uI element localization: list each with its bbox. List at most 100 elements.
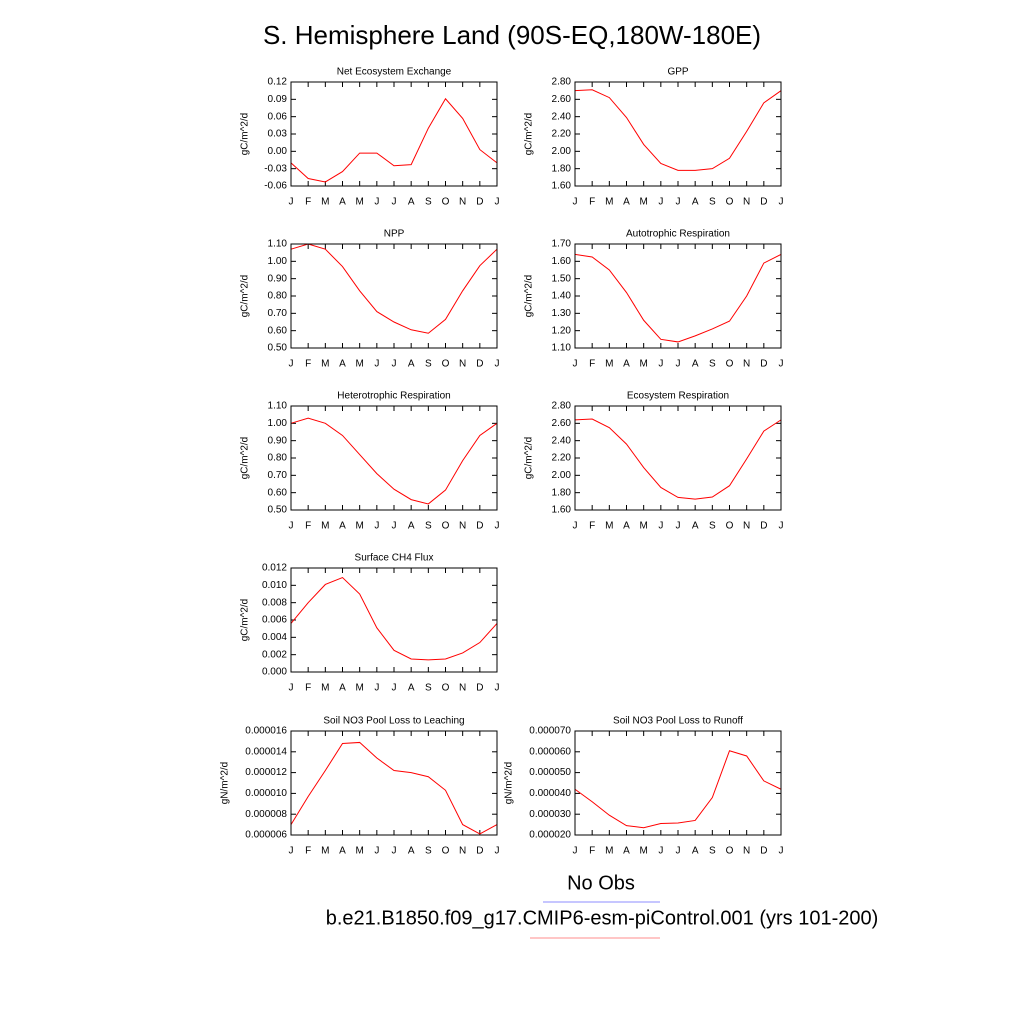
y-tick-label: -0.03 (264, 163, 287, 174)
y-tick-label: 0.000006 (245, 830, 287, 841)
y-axis-label: gN/m^2/d (504, 762, 515, 805)
data-line (290, 741, 498, 835)
y-tick-label: 0.000 (262, 667, 287, 678)
y-tick-label: 0.50 (268, 505, 288, 516)
y-tick-label: 0.000070 (529, 726, 571, 737)
y-tick-label: 0.50 (268, 343, 288, 354)
x-tick-label: J (374, 846, 379, 857)
x-tick-label: A (623, 846, 630, 857)
y-tick-label: 0.000008 (245, 809, 287, 820)
x-tick-label: M (639, 521, 647, 532)
y-tick-label: 1.60 (552, 256, 572, 267)
x-tick-label: D (476, 197, 483, 208)
x-tick-label: J (289, 683, 294, 694)
x-tick-label: J (658, 846, 663, 857)
y-tick-label: 0.000010 (245, 788, 287, 799)
x-tick-label: A (623, 521, 630, 532)
x-tick-label: J (495, 359, 500, 370)
x-tick-label: J (676, 846, 681, 857)
y-tick-label: 0.03 (268, 129, 288, 140)
plot-frame (290, 405, 498, 511)
x-tick-label: A (692, 846, 699, 857)
y-tick-label: 1.80 (552, 487, 572, 498)
x-tick-label: M (605, 521, 613, 532)
x-tick-label: O (442, 846, 450, 857)
x-tick-label: A (408, 197, 415, 208)
x-tick-label: D (476, 683, 483, 694)
x-tick-label: D (760, 521, 767, 532)
x-tick-label: F (589, 359, 595, 370)
x-tick-label: M (605, 846, 613, 857)
x-tick-label: A (408, 359, 415, 370)
y-tick-label: 0.010 (262, 580, 287, 591)
x-tick-label: J (289, 521, 294, 532)
y-tick-label: 1.70 (552, 239, 572, 250)
x-tick-label: O (442, 197, 450, 208)
y-tick-label: 2.00 (552, 146, 572, 157)
y-tick-label: 1.00 (268, 256, 288, 267)
y-axis-label: gC/m^2/d (524, 437, 535, 480)
x-tick-label: M (321, 521, 329, 532)
x-tick-label: J (658, 359, 663, 370)
plot-frame (290, 81, 498, 187)
x-tick-label: F (305, 521, 311, 532)
y-tick-label: 0.000030 (529, 809, 571, 820)
y-tick-label: 0.09 (268, 94, 288, 105)
x-tick-label: M (639, 197, 647, 208)
x-tick-label: S (709, 359, 716, 370)
x-tick-label: M (605, 359, 613, 370)
plot-frame (290, 567, 498, 673)
x-tick-label: S (709, 521, 716, 532)
x-tick-label: O (442, 359, 450, 370)
x-tick-label: N (459, 683, 466, 694)
x-tick-label: F (589, 197, 595, 208)
x-tick-label: N (743, 846, 750, 857)
x-tick-label: J (392, 197, 397, 208)
x-tick-label: J (289, 197, 294, 208)
panel-title: Net Ecosystem Exchange (337, 67, 452, 78)
x-tick-label: O (726, 197, 734, 208)
x-tick-label: A (692, 359, 699, 370)
y-tick-label: 1.10 (552, 343, 572, 354)
y-tick-label: 0.000020 (529, 830, 571, 841)
y-tick-label: 0.012 (262, 563, 287, 574)
x-tick-label: N (743, 521, 750, 532)
x-tick-label: A (623, 359, 630, 370)
x-tick-label: M (355, 846, 363, 857)
x-tick-label: A (339, 197, 346, 208)
y-tick-label: 0.000016 (245, 726, 287, 737)
panel-title: NPP (384, 229, 405, 240)
y-tick-label: 2.20 (552, 129, 572, 140)
x-tick-label: S (425, 197, 432, 208)
y-tick-label: 0.000060 (529, 746, 571, 757)
y-tick-label: 2.60 (552, 94, 572, 105)
x-tick-label: O (726, 521, 734, 532)
x-tick-label: O (726, 359, 734, 370)
x-tick-label: F (305, 683, 311, 694)
y-tick-label: 1.20 (552, 325, 572, 336)
x-tick-label: F (589, 846, 595, 857)
plot-frame (574, 405, 782, 511)
x-tick-label: M (355, 197, 363, 208)
y-tick-label: 2.20 (552, 453, 572, 464)
x-tick-label: D (760, 846, 767, 857)
y-tick-label: 0.000040 (529, 788, 571, 799)
legend-label: No Obs (567, 872, 635, 894)
x-tick-label: O (442, 683, 450, 694)
x-tick-label: J (676, 197, 681, 208)
x-tick-label: M (321, 683, 329, 694)
y-tick-label: 0.90 (268, 273, 288, 284)
x-tick-label: J (573, 521, 578, 532)
x-tick-label: D (760, 197, 767, 208)
x-tick-label: N (459, 521, 466, 532)
x-tick-label: J (779, 846, 784, 857)
panel-title: GPP (667, 67, 688, 78)
y-tick-label: 2.40 (552, 435, 572, 446)
x-tick-label: A (408, 521, 415, 532)
x-tick-label: J (495, 197, 500, 208)
plot-frame (290, 730, 498, 836)
x-tick-label: J (573, 359, 578, 370)
y-tick-label: 0.06 (268, 111, 288, 122)
x-tick-label: A (408, 683, 415, 694)
